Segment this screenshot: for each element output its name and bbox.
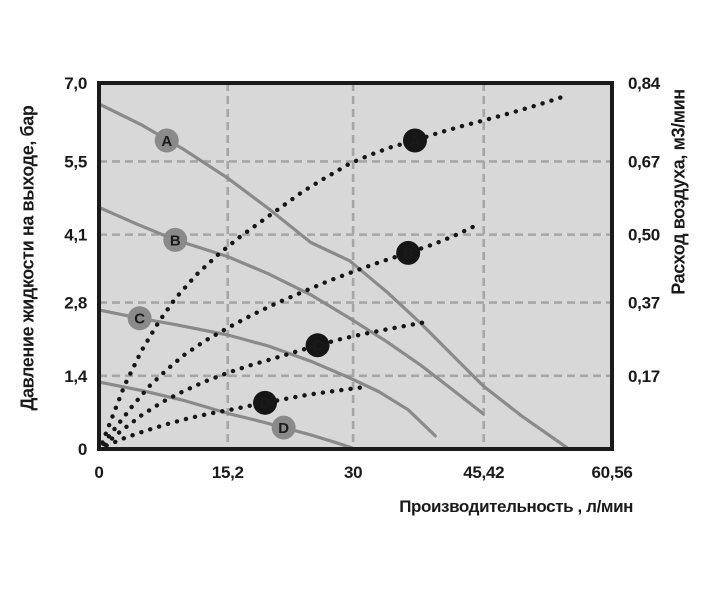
y-left-tick-1,4: 1,4 (64, 367, 88, 386)
y-right-tick-0,50: 0,50 (628, 226, 660, 245)
marker-dotted-D (253, 390, 278, 415)
x-tick-15,2: 15,2 (212, 463, 244, 482)
y-right-tick-0,67: 0,67 (628, 153, 660, 172)
y-left-tick-0: 0 (78, 440, 87, 459)
y-left-tick-7,0: 7,0 (64, 74, 87, 93)
marker-label-dotted-A: A (410, 133, 421, 150)
marker-solid-A (154, 128, 179, 153)
marker-label-solid-A: A (161, 133, 172, 150)
marker-label-dotted-C: C (312, 338, 323, 355)
marker-dotted-B (396, 240, 421, 265)
x-tick-60,56: 60,56 (591, 463, 632, 482)
y-left-tick-4,1: 4,1 (64, 226, 87, 245)
curve-dotted-A (100, 93, 568, 445)
y-right-tick-0,37: 0,37 (628, 294, 660, 313)
curve-solid-C (97, 308, 437, 438)
y-right-tick-0,84: 0,84 (628, 74, 661, 93)
x-tick-30: 30 (344, 463, 362, 482)
y-left-tick-2,8: 2,8 (64, 294, 87, 313)
curve-solid-D (97, 380, 354, 450)
curve-solid-A (97, 102, 569, 449)
marker-label-solid-C: C (134, 311, 145, 328)
y-right-tick-0,17: 0,17 (628, 367, 660, 386)
marker-solid-B (163, 227, 188, 252)
x-tick-0: 0 (94, 463, 103, 482)
x-axis-title: Производительность , л/мин (399, 497, 633, 516)
marker-label-dotted-B: B (403, 245, 414, 262)
marker-dotted-C (305, 333, 330, 358)
x-tick-45,42: 45,42 (463, 463, 504, 482)
curve-dotted-D (104, 384, 369, 448)
marker-dotted-A (402, 128, 427, 153)
marker-solid-D (271, 415, 296, 440)
marker-label-solid-D: D (278, 420, 289, 437)
marker-label-solid-B: B (170, 232, 181, 249)
curve-solid-B (97, 205, 485, 415)
plot-border (97, 81, 614, 451)
y-left-tick-5,5: 5,5 (64, 153, 87, 172)
right-axis-title: Расход воздуха, м3/мин (668, 89, 689, 295)
marker-solid-C (127, 306, 152, 331)
left-axis-title: Давление жидкости на выходе, бар (17, 105, 38, 411)
marker-label-dotted-D: D (260, 395, 271, 412)
